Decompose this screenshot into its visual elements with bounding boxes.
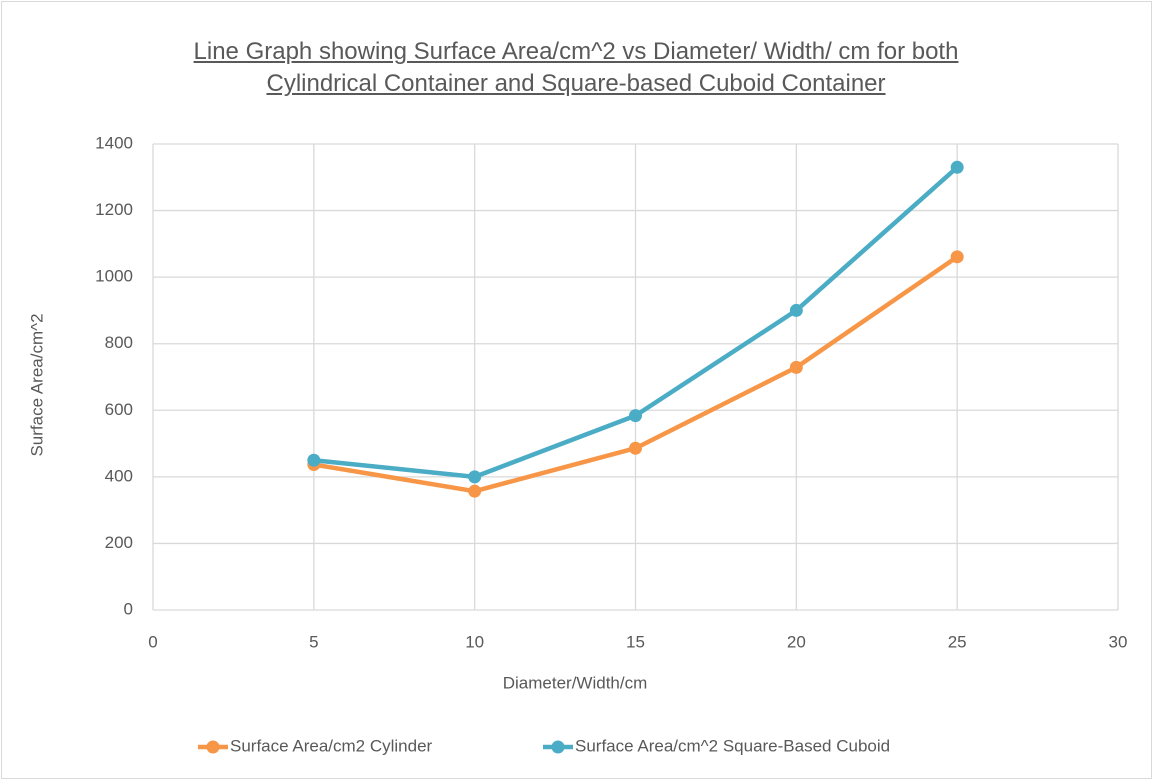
x-tick-label: 10 [465, 632, 484, 651]
data-point [307, 453, 321, 467]
y-tick-label: 1000 [95, 267, 133, 286]
data-point [789, 303, 803, 317]
x-tick-label: 20 [787, 632, 806, 651]
y-tick-label: 0 [124, 599, 133, 618]
data-point [468, 470, 482, 484]
x-tick-label: 30 [1109, 632, 1128, 651]
data-point [629, 409, 642, 423]
y-tick-label: 400 [105, 466, 133, 485]
y-tick-label: 200 [105, 533, 133, 552]
x-tick-label: 5 [309, 632, 318, 651]
data-point [789, 360, 803, 374]
legend-label: Surface Area/cm^2 Square-Based Cuboid [575, 736, 890, 755]
legend-label: Surface Area/cm2 Cylinder [230, 736, 433, 755]
data-point [950, 250, 964, 264]
y-tick-label: 600 [105, 400, 133, 419]
y-tick-label: 1400 [95, 133, 133, 152]
x-tick-label: 25 [948, 632, 967, 651]
data-point [629, 441, 642, 455]
legend-marker [206, 740, 220, 754]
x-tick-label: 0 [148, 632, 157, 651]
y-axis-label: Surface Area/cm^2 [27, 313, 46, 456]
chart-title: Line Graph showing Surface Area/cm^2 vs … [193, 38, 959, 97]
x-axis-label: Diameter/Width/cm [503, 673, 648, 692]
data-point [950, 160, 964, 174]
y-tick-label: 1200 [95, 200, 133, 219]
data-point [468, 484, 482, 498]
x-tick-label: 15 [626, 632, 645, 651]
y-tick-label: 800 [105, 333, 133, 352]
legend-marker [551, 740, 565, 754]
